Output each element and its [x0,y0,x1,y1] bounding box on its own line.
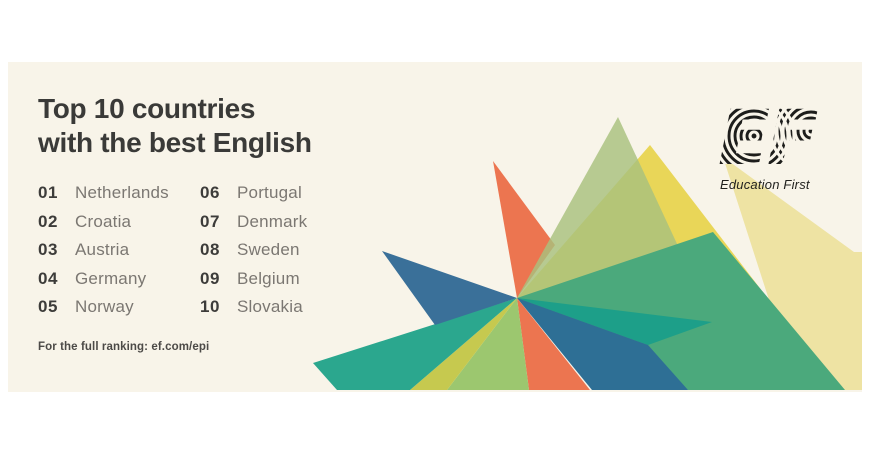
ranking-number: 06 [200,183,220,202]
ranking-row: 04 Germany [38,269,200,298]
ranking-column-right: 06 Portugal 07 Denmark 08 Sweden 09 Belg… [200,183,362,326]
title-line-2: with the best English [38,127,312,158]
light-green-wedge [447,298,529,390]
emerald-triangle [517,232,845,390]
ranking-row: 09 Belgium [200,269,362,298]
ranking-country: Norway [75,297,134,317]
orange-bottom-wedge [517,298,590,390]
teal-band-triangle [517,298,712,345]
ranking-number: 08 [200,240,220,260]
ranking-number: 09 [200,268,220,288]
ranking-country: Netherlands [75,183,169,202]
ranking-country: Belgium [237,268,300,288]
ranking-number: 04 [38,268,58,288]
ranking-number: 07 [200,211,220,231]
ranking-row: 02 Croatia [38,212,200,241]
page-title: Top 10 countries with the best English [38,92,438,160]
ef-logo-mark-icon: EF [718,93,818,178]
ranking-country: Germany [75,268,147,288]
full-ranking-note: For the full ranking: ef.com/epi [38,341,210,353]
ranking-country: Croatia [75,211,132,231]
ranking-row: 07 Denmark [200,212,362,241]
blue-spike-triangle [382,251,517,325]
ranking-row: 10 Slovakia [200,297,362,326]
ranking-column-left: 01 Netherlands 02 Croatia 03 Austria 04 … [38,183,200,326]
ranking-panel: Top 10 countries with the best English 0… [38,92,438,326]
ranking-list: 01 Netherlands 02 Croatia 03 Austria 04 … [38,183,438,326]
ranking-number: 02 [38,211,58,231]
ranking-number: 03 [38,240,58,260]
ranking-country: Slovakia [237,297,303,317]
blue-quad [517,298,688,390]
ranking-country: Portugal [237,183,302,202]
ranking-number: 10 [200,297,220,317]
ranking-row: 06 Portugal [200,183,362,212]
ranking-country: Austria [75,240,130,260]
ranking-row: 03 Austria [38,240,200,269]
poster-canvas: Top 10 countries with the best English 0… [8,62,862,392]
triangle-fan-illustration [313,117,862,390]
ef-logo-tagline: Education First [720,177,810,192]
ranking-country: Denmark [237,211,308,231]
ef-logo: EF [718,93,848,192]
ranking-row: 08 Sweden [200,240,362,269]
ranking-number: 01 [38,183,58,202]
ranking-number: 05 [38,297,58,317]
ranking-row: 05 Norway [38,297,200,326]
pale-yellow-triangle [723,157,862,390]
title-line-1: Top 10 countries [38,93,256,124]
teal-quad [313,298,517,390]
ranking-country: Sweden [237,240,300,260]
ranking-row: 01 Netherlands [38,183,200,212]
